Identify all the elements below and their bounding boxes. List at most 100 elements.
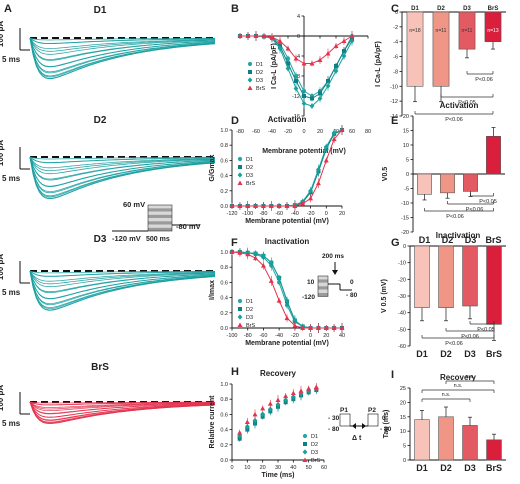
legend: D1 D2 D3 BrS (302, 433, 321, 464)
data-point (248, 70, 252, 74)
current-trace (29, 156, 216, 194)
protocol-duration: 200 ms (322, 253, 344, 260)
bar (486, 245, 502, 325)
legend-label: D1 (246, 299, 253, 305)
category-label: D3 (465, 235, 477, 245)
data-point (308, 325, 314, 330)
scale-label-ms: 5 ms (2, 174, 21, 183)
panel-title: Inactivation (436, 231, 481, 240)
data-point (245, 33, 251, 38)
data-point (269, 34, 275, 39)
data-point (325, 83, 331, 89)
y-tick-label: -12 (292, 94, 300, 100)
current-trace (29, 270, 216, 306)
scale-label-ms: 5 ms (2, 55, 21, 64)
data-point (261, 253, 266, 259)
y-tick-label: 0 (297, 34, 300, 40)
data-point (283, 393, 289, 399)
protocol-step (318, 276, 328, 280)
protocol-arrowhead (332, 270, 338, 275)
data-point (301, 100, 307, 107)
x-tick-label: 60 (321, 465, 327, 471)
category-label: BrS (485, 235, 501, 245)
bar (414, 419, 430, 461)
y-tick-label: 0 (406, 172, 409, 178)
y-tick-label: 1.0 (220, 128, 228, 134)
protocol-step (318, 279, 328, 283)
x-tick-label: 40 (339, 333, 345, 339)
scale-label-ms: 5 ms (2, 419, 21, 428)
y-tick-label: 0.8 (220, 397, 228, 403)
current-trace (29, 156, 215, 163)
data-point (275, 397, 281, 402)
y-tick-label: -60 (398, 344, 406, 350)
y-tick-label: 5 (406, 158, 409, 164)
x-tick-label: -100 (242, 211, 253, 217)
bar (486, 136, 501, 175)
y-tick-label: 10 (403, 143, 409, 149)
current-trace (29, 156, 215, 160)
data-point (252, 411, 258, 417)
y-tick-label: 15 (403, 129, 409, 135)
data-point (247, 85, 253, 90)
current-trace (29, 401, 215, 410)
y-tick-label: 0.4 (220, 428, 228, 434)
y-axis-label: V0.5 (382, 167, 389, 182)
category-label: D1 (411, 6, 419, 12)
x-tick-label: -40 (291, 211, 299, 217)
data-point (238, 307, 242, 311)
x-tick-label: -20 (307, 211, 315, 217)
category-label: D3 (463, 6, 471, 12)
category-label: D2 (440, 463, 452, 473)
trace-title: D1 (94, 5, 107, 16)
legend-label: D3 (246, 173, 253, 179)
legend-label: D2 (246, 307, 253, 313)
y-tick-label: 0.6 (220, 158, 228, 164)
significance-label: P<0.05 (477, 327, 495, 333)
y-tick-label: -10 (401, 201, 409, 207)
data-point (237, 314, 243, 320)
y-tick-label: 0.2 (220, 443, 228, 449)
protocol-step (148, 214, 172, 218)
y-tick-label: -20 (398, 277, 406, 283)
x-tick-label: 0 (302, 129, 305, 135)
legend: D1 D2 D3 BrS (247, 61, 266, 92)
protocol-arrowhead (352, 423, 356, 429)
current-trace (29, 270, 216, 282)
x-tick-label: 50 (306, 465, 312, 471)
protocol-p1: P1 (340, 407, 348, 414)
bar (463, 173, 478, 192)
legend-label: D2 (311, 442, 318, 448)
trace-title: D3 (94, 234, 107, 245)
x-tick-label: -20 (284, 129, 292, 135)
y-tick-label: 0.2 (220, 189, 228, 195)
data-point (284, 315, 290, 321)
y-tick-label: 15 (400, 415, 406, 421)
bar (417, 173, 432, 195)
scale-label-ms: 5 ms (2, 288, 21, 297)
data-point (276, 275, 282, 281)
panel-letter: D (231, 115, 239, 127)
current-trace (29, 401, 215, 406)
protocol-dt: Δ t (352, 435, 362, 442)
current-trace (29, 37, 216, 52)
protocol-pulse (367, 413, 379, 427)
data-point (284, 203, 290, 208)
y-tick-label: -15 (401, 216, 409, 222)
data-point (283, 397, 289, 403)
y-tick-label: 0.0 (220, 326, 228, 332)
data-point (268, 260, 274, 266)
y-tick-label: 0.8 (220, 143, 228, 149)
significance-label: P<0.06 (466, 207, 484, 213)
legend-label: D3 (311, 450, 318, 456)
n-label: n=18 (409, 28, 420, 34)
protocol-v-test: 0 (350, 279, 354, 286)
bar (440, 173, 455, 194)
protocol-box (317, 275, 329, 297)
data-point (245, 203, 251, 208)
current-trace (29, 270, 216, 293)
y-tick-label: 25 (400, 386, 406, 392)
data-point (253, 203, 259, 208)
current-trace (29, 401, 216, 421)
data-point (302, 433, 308, 439)
